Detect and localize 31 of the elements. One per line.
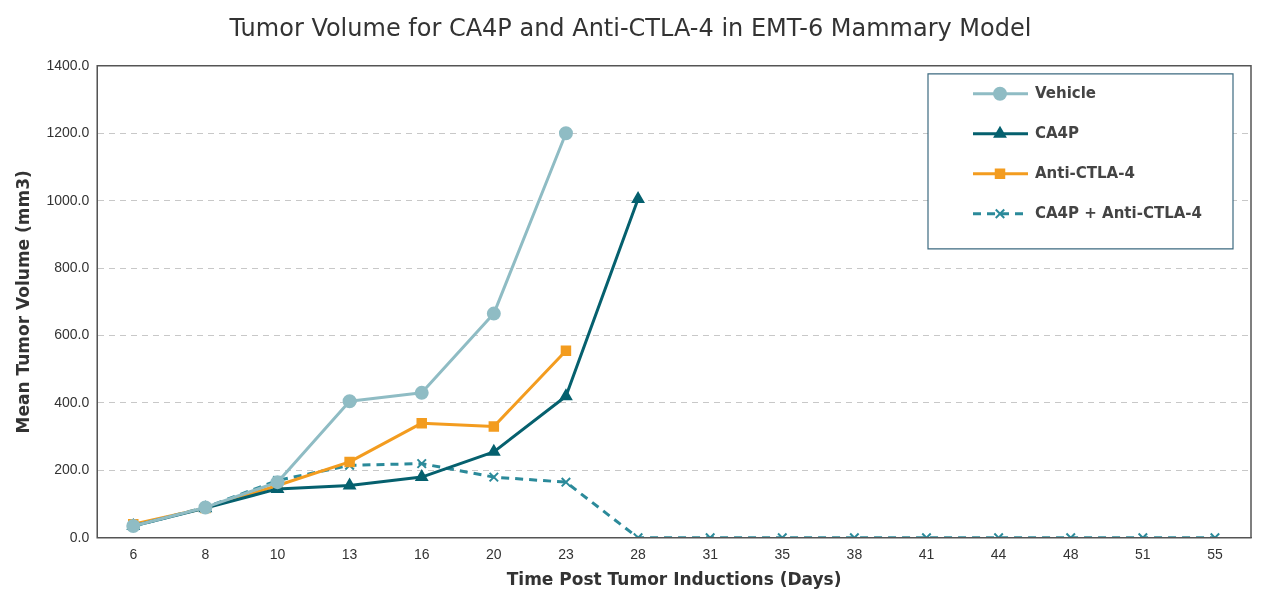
legend-label: CA4P — [1035, 123, 1080, 142]
y-tick-label: 600.0 — [54, 326, 90, 343]
x-tick-label: 41 — [918, 546, 935, 563]
y-tick-label: 1200.0 — [46, 124, 90, 141]
y-tick-label: 800.0 — [54, 258, 90, 275]
y-tick-label: 0.0 — [69, 528, 90, 545]
x-tick-label: 6 — [129, 546, 138, 563]
y-tick-label: 200.0 — [54, 461, 90, 478]
x-tick-label: 10 — [269, 546, 286, 563]
x-tick-label: 48 — [1062, 546, 1079, 563]
legend-label: CA4P + Anti-CTLA-4 — [1035, 203, 1202, 222]
y-tick-label: 400.0 — [54, 393, 90, 410]
x-tick-label: 8 — [201, 546, 210, 563]
x-tick-label: 13 — [341, 546, 358, 563]
chart-title: Tumor Volume for CA4P and Anti-CTLA-4 in EMT-6 Mammary Model — [228, 13, 1032, 42]
legend-label: Anti-CTLA-4 — [1035, 163, 1135, 182]
y-tick-label: 1000.0 — [46, 191, 90, 208]
x-tick-label: 44 — [990, 546, 1007, 563]
y-tick-label: 1400.0 — [46, 56, 90, 73]
legend-label: Vehicle — [1035, 83, 1096, 102]
x-tick-label: 51 — [1135, 546, 1151, 563]
x-tick-label: 28 — [630, 546, 647, 563]
x-tick-label: 38 — [846, 546, 863, 563]
x-tick-label: 35 — [774, 546, 791, 563]
x-tick-label: 16 — [413, 546, 430, 563]
y-axis-title: Mean Tumor Volume (mm3) — [12, 170, 33, 434]
x-tick-label: 31 — [702, 546, 719, 563]
x-tick-label: 20 — [486, 546, 502, 563]
x-tick-label: 55 — [1207, 546, 1223, 563]
x-tick-label: 23 — [558, 546, 574, 563]
x-axis-title: Time Post Tumor Inductions (Days) — [506, 569, 842, 590]
